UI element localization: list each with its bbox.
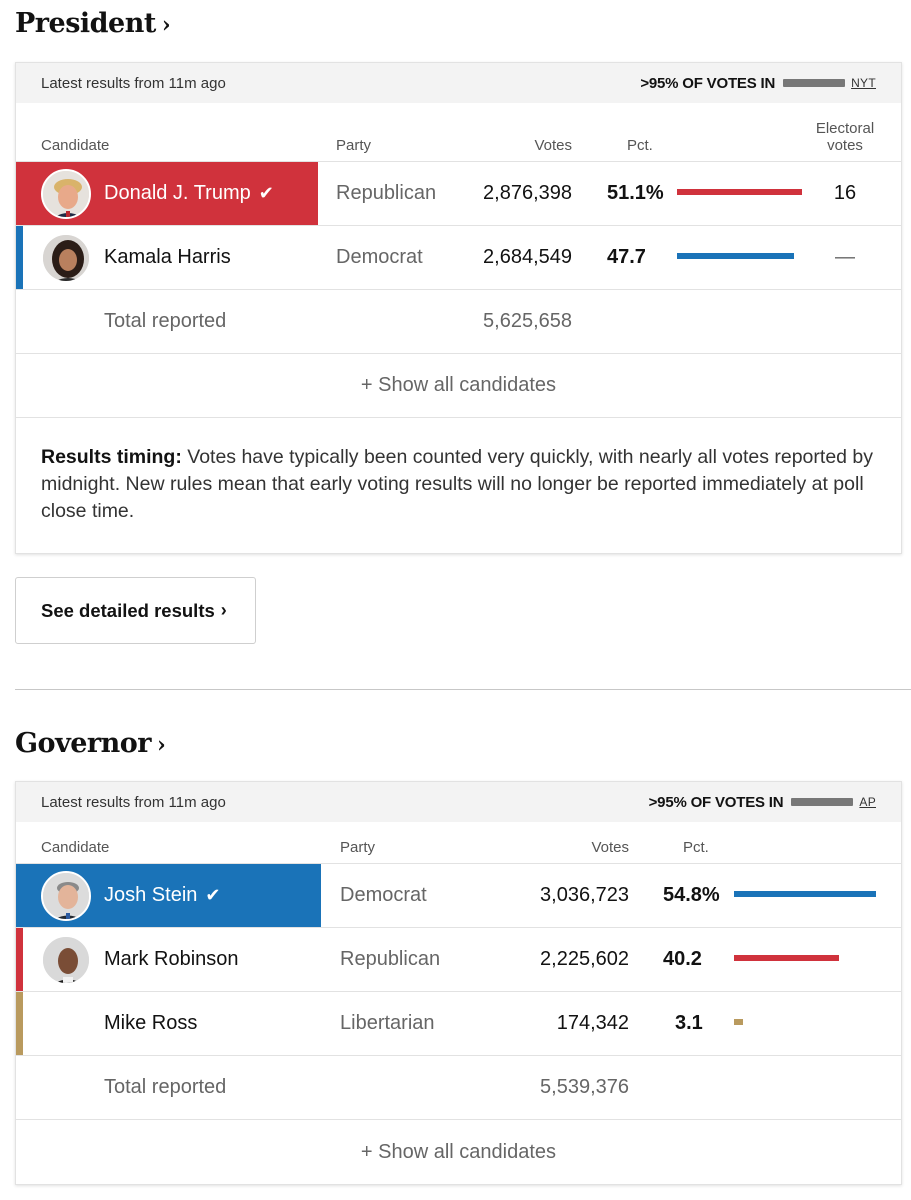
vote-share-bar — [734, 891, 877, 897]
col-votes: Votes — [534, 137, 572, 154]
party-label: Libertarian — [340, 1012, 435, 1034]
total-row: Total reported 5,539,376 — [16, 1056, 901, 1120]
chevron-right-icon: › — [220, 600, 227, 620]
party-label: Democrat — [336, 246, 423, 268]
governor-title[interactable]: Governor — [15, 728, 152, 759]
votes-in-text: >95% OF VOTES IN — [648, 793, 784, 811]
detail-button-label: See detailed results — [41, 599, 215, 621]
president-title[interactable]: President — [15, 8, 156, 39]
trump-portrait-icon — [43, 170, 89, 217]
vote-count: 3,036,723 — [540, 884, 629, 906]
source-link[interactable]: AP — [859, 795, 876, 809]
president-results-card: Latest results from 11m ago >95% OF VOTE… — [15, 62, 902, 554]
electoral-votes: 16 — [833, 182, 857, 204]
show-all-candidates-button[interactable]: + Show all candidates — [360, 1140, 557, 1163]
col-party: Party — [340, 839, 376, 856]
avatar — [41, 870, 91, 921]
governor-card-header: Latest results from 11m ago >95% OF VOTE… — [16, 782, 901, 822]
candidate-cell[interactable]: Mike Ross — [16, 992, 321, 1055]
party-label: Republican — [340, 948, 441, 970]
table-row: Kamala Harris Democrat 2,684,549 47.7 — — [16, 226, 901, 290]
vote-share-bar — [677, 189, 803, 195]
president-card-header: Latest results from 11m ago >95% OF VOTE… — [16, 63, 901, 103]
robinson-portrait-icon — [43, 936, 89, 983]
col-electoral-line2: votes — [827, 137, 863, 154]
col-party: Party — [336, 137, 372, 154]
votes-in-indicator: >95% OF VOTES IN NYT — [640, 75, 876, 92]
reporting-meter — [783, 79, 846, 87]
results-timing-note: Results timing: Votes have typically bee… — [16, 418, 901, 553]
harris-portrait-icon — [43, 234, 89, 281]
check-icon: ✔ — [205, 885, 221, 905]
vote-percent: 51.1% — [607, 182, 664, 204]
candidate-name: Donald J. Trump — [104, 182, 251, 204]
vote-percent: 3.1 — [675, 1012, 703, 1034]
candidate-cell-winner[interactable]: Donald J. Trump ✔ — [16, 162, 318, 225]
col-electoral: Electoral votes — [806, 120, 884, 154]
vote-count: 2,225,602 — [540, 948, 629, 970]
col-pct: Pct. — [627, 137, 653, 154]
avatar — [41, 168, 91, 219]
show-all-candidates-button[interactable]: + Show all candidates — [16, 354, 901, 418]
governor-results-card: Latest results from 11m ago >95% OF VOTE… — [15, 781, 902, 1185]
candidate-cell[interactable]: Mark Robinson — [16, 928, 321, 991]
vote-percent: 47.7 — [607, 246, 646, 268]
col-electoral-line1: Electoral — [815, 120, 875, 137]
avatar — [41, 232, 91, 283]
president-table-header: Candidate Party Votes Pct. Electoral vot… — [16, 103, 901, 162]
party-label: Democrat — [340, 884, 427, 906]
section-divider — [15, 689, 911, 690]
vote-count: 174,342 — [556, 1012, 629, 1034]
total-label: Total reported — [104, 1076, 227, 1098]
latest-results-text: Latest results from 11m ago — [41, 74, 226, 92]
party-stripe — [16, 226, 23, 289]
vote-count: 2,876,398 — [483, 182, 572, 204]
col-pct: Pct. — [683, 839, 709, 856]
chevron-right-icon[interactable]: › — [161, 12, 171, 38]
votes-in-indicator: >95% OF VOTES IN AP — [649, 794, 876, 811]
candidate-cell-winner[interactable]: Josh Stein ✔ — [16, 864, 321, 927]
table-row: Mike Ross Libertarian 174,342 3.1 — [16, 992, 901, 1056]
note-body: Votes have typically been counted very q… — [41, 446, 874, 522]
see-detailed-results-button[interactable]: See detailed results › — [15, 577, 256, 644]
latest-results-text: Latest results from 11m ago — [41, 793, 226, 811]
party-stripe — [16, 928, 23, 991]
candidate-cell[interactable]: Kamala Harris — [16, 226, 318, 289]
avatar — [41, 934, 91, 985]
party-label: Republican — [336, 182, 437, 204]
col-votes: Votes — [591, 839, 629, 856]
party-stripe — [16, 992, 23, 1055]
total-label: Total reported — [104, 310, 227, 332]
col-candidate: Candidate — [41, 839, 110, 856]
chevron-right-icon[interactable]: › — [157, 732, 166, 758]
check-icon: ✔ — [258, 183, 274, 203]
candidate-name: Josh Stein — [104, 884, 198, 906]
votes-in-text: >95% OF VOTES IN — [640, 74, 776, 92]
candidate-name: Mark Robinson — [104, 948, 239, 970]
governor-heading[interactable]: Governor › — [15, 728, 166, 759]
vote-share-bar — [677, 253, 794, 259]
note-heading: Results timing: — [41, 446, 182, 468]
vote-count: 2,684,549 — [483, 246, 572, 268]
candidate-name: Mike Ross — [104, 1012, 198, 1034]
president-heading[interactable]: President › — [15, 8, 171, 39]
table-row: Donald J. Trump ✔ Republican 2,876,398 5… — [16, 162, 901, 226]
total-votes: 5,625,658 — [483, 310, 572, 332]
vote-percent: 54.8% — [663, 884, 720, 906]
table-row: Josh Stein ✔ Democrat 3,036,723 54.8% — [16, 864, 901, 928]
total-votes: 5,539,376 — [540, 1076, 629, 1098]
vote-share-bar — [734, 1019, 743, 1025]
vote-share-bar — [734, 955, 839, 961]
source-link[interactable]: NYT — [851, 76, 876, 90]
electoral-votes: — — [835, 246, 855, 268]
candidate-name: Kamala Harris — [104, 246, 231, 268]
col-candidate: Candidate — [41, 137, 110, 154]
total-row: Total reported 5,625,658 — [16, 290, 901, 354]
reporting-meter — [791, 798, 854, 806]
vote-percent: 40.2 — [663, 948, 702, 970]
table-row: Mark Robinson Republican 2,225,602 40.2 — [16, 928, 901, 992]
governor-table-header: Candidate Party Votes Pct. — [16, 822, 901, 864]
stein-portrait-icon — [43, 872, 89, 919]
